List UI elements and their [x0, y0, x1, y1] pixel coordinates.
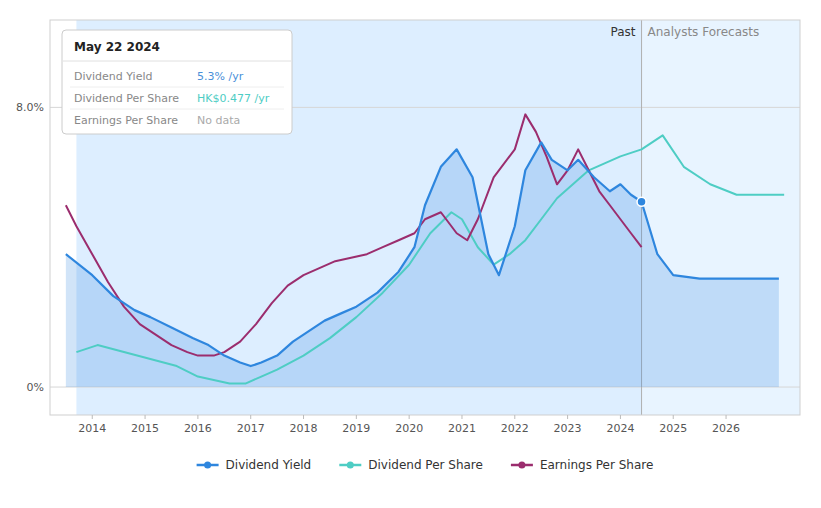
tooltip-value: 5.3% /yr	[197, 70, 244, 83]
x-tick-label: 2025	[659, 422, 687, 435]
x-tick-label: 2016	[184, 422, 212, 435]
series-line	[76, 135, 784, 383]
x-tick	[726, 415, 727, 419]
legend-item: Earnings Per Share	[511, 458, 653, 472]
tooltip-value: HK$0.477 /yr	[197, 92, 270, 105]
x-tick	[92, 415, 93, 419]
x-tick-label: 2023	[554, 422, 582, 435]
legend-label: Earnings Per Share	[540, 458, 653, 472]
x-tick	[197, 415, 198, 419]
legend-swatch	[204, 462, 211, 469]
y-tick-label: 0%	[27, 381, 44, 394]
tooltip-title: May 22 2024	[74, 40, 160, 54]
x-tick-label: 2015	[131, 422, 159, 435]
x-tick	[567, 415, 568, 419]
x-tick-label: 2018	[290, 422, 318, 435]
highlight-point	[637, 197, 646, 206]
tooltip-label: Dividend Per Share	[74, 92, 179, 105]
x-tick-label: 2017	[237, 422, 265, 435]
tooltip-label: Earnings Per Share	[74, 114, 178, 127]
x-tick	[303, 415, 304, 419]
tooltip-box	[62, 30, 292, 134]
legend-item: Dividend Yield	[197, 458, 312, 472]
x-tick	[356, 415, 357, 419]
x-tick-label: 2026	[712, 422, 740, 435]
legend-swatch	[347, 462, 354, 469]
x-tick	[620, 415, 621, 419]
y-tick-label: 8.0%	[16, 101, 44, 114]
legend: Dividend Yield Dividend Per Share Earnings…	[197, 458, 654, 472]
x-tick	[409, 415, 410, 419]
x-tick	[145, 415, 146, 419]
legend-item: Dividend Per Share	[339, 458, 483, 472]
legend-label: Dividend Yield	[226, 458, 312, 472]
tooltip: May 22 2024 Dividend Yield 5.3% /yr Dividen…	[62, 30, 292, 134]
x-tick-label: 2022	[501, 422, 529, 435]
chart: Past Analysts Forecasts 0% 8.0% 2014 2015 2016…	[0, 0, 821, 508]
x-tick-label: 2021	[448, 422, 476, 435]
annotation: Past	[611, 25, 636, 39]
plot-area	[50, 20, 800, 415]
legend-label: Dividend Per Share	[368, 458, 483, 472]
annotation: Analysts Forecasts	[648, 25, 760, 39]
tooltip-value: No data	[197, 114, 240, 127]
legend-swatch	[518, 462, 525, 469]
x-tick	[461, 415, 462, 419]
series-line	[66, 142, 779, 366]
x-tick	[514, 415, 515, 419]
x-tick	[250, 415, 251, 419]
series-line	[66, 114, 642, 355]
tooltip-label: Dividend Yield	[74, 70, 152, 83]
tooltip-separator	[70, 87, 284, 88]
area-fill	[66, 142, 779, 387]
tooltip-separator	[70, 109, 284, 110]
x-tick-label: 2014	[78, 422, 106, 435]
tooltip-separator	[63, 61, 291, 62]
plot-frame	[50, 20, 800, 415]
x-tick-label: 2019	[342, 422, 370, 435]
x-tick-label: 2020	[395, 422, 423, 435]
x-tick-label: 2024	[606, 422, 634, 435]
x-tick	[673, 415, 674, 419]
